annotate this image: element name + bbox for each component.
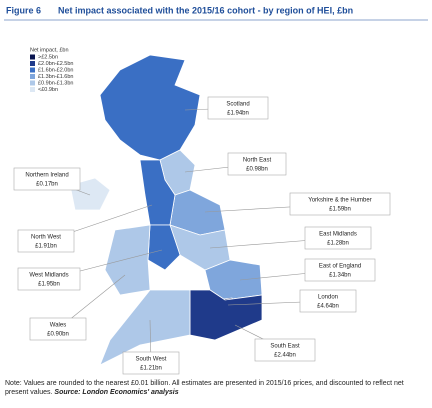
legend-label: £2.0bn-£2.5bn xyxy=(38,61,73,67)
region-value: £4.64bn xyxy=(317,304,339,310)
note-source: Source: London Economics' analysis xyxy=(54,389,179,396)
region-value: £1.34bn xyxy=(329,273,351,279)
region-value: £1.21bn xyxy=(140,366,162,372)
callout-box xyxy=(13,167,81,191)
callout-box xyxy=(29,317,87,341)
region-name: London xyxy=(318,295,338,301)
region-shape xyxy=(99,289,191,366)
legend-title: Net impact, £bn xyxy=(30,47,69,53)
figure: Figure 6 Net impact associated with the … xyxy=(4,5,428,375)
callout-box xyxy=(299,289,357,313)
region-name: West Midlands xyxy=(29,273,68,279)
legend-swatch xyxy=(30,54,35,60)
note: Note: Values are rounded to the nearest … xyxy=(5,379,427,397)
callout-box xyxy=(304,226,372,250)
region-value: £1.91bn xyxy=(35,244,57,250)
callout-box xyxy=(207,96,269,120)
legend-swatch xyxy=(30,87,35,92)
callout-box xyxy=(227,152,287,176)
region-value: £1.59bn xyxy=(329,207,351,213)
callout-box xyxy=(122,351,180,375)
legend-label: >£2.5bn xyxy=(38,54,58,60)
legend-swatch xyxy=(30,61,35,66)
region-name: Scotland xyxy=(226,102,249,108)
region-name: Northern Ireland xyxy=(25,173,68,179)
figure-label: Figure 6 xyxy=(6,5,41,15)
legend-swatch xyxy=(30,80,35,86)
region-shape xyxy=(104,224,151,296)
callout-box xyxy=(289,192,391,216)
callout-box xyxy=(304,258,376,282)
region-value: £0.17bn xyxy=(36,182,58,188)
region-value: £0.98bn xyxy=(246,167,268,173)
region-name: South West xyxy=(136,357,167,363)
region-name: East Midlands xyxy=(319,232,357,238)
region-name: Wales xyxy=(50,323,66,329)
region-name: Yorkshire & the Humber xyxy=(308,198,371,204)
figure-title: Net impact associated with the 2015/16 c… xyxy=(58,5,353,15)
legend-label: <£0.9bn xyxy=(38,87,58,93)
region-shape xyxy=(189,289,263,341)
region-name: East of England xyxy=(319,264,361,270)
legend-swatch xyxy=(30,74,35,79)
region-value: £1.95bn xyxy=(38,282,60,288)
region-value: £1.94bn xyxy=(227,111,249,117)
note-text: Note: Values are rounded to the nearest … xyxy=(5,380,404,396)
legend-label: £1.6bn-£2.0bn xyxy=(38,67,73,73)
callout-box xyxy=(254,338,316,362)
region-name: North West xyxy=(31,235,61,241)
legend-label: £0.9bn-£1.3bn xyxy=(38,80,73,86)
region-name: South East xyxy=(270,344,300,350)
region-value: £1.28bn xyxy=(327,241,349,247)
region-value: £0.90bn xyxy=(47,332,69,338)
callout-box xyxy=(17,267,81,291)
region-shape xyxy=(99,54,201,161)
legend-swatch xyxy=(30,67,35,73)
region-value: £2.44bn xyxy=(274,353,296,359)
region-name: North East xyxy=(243,158,272,164)
region-shape xyxy=(139,159,176,226)
legend-label: £1.3bn-£1.6bn xyxy=(38,74,73,80)
callout-box xyxy=(17,229,75,253)
